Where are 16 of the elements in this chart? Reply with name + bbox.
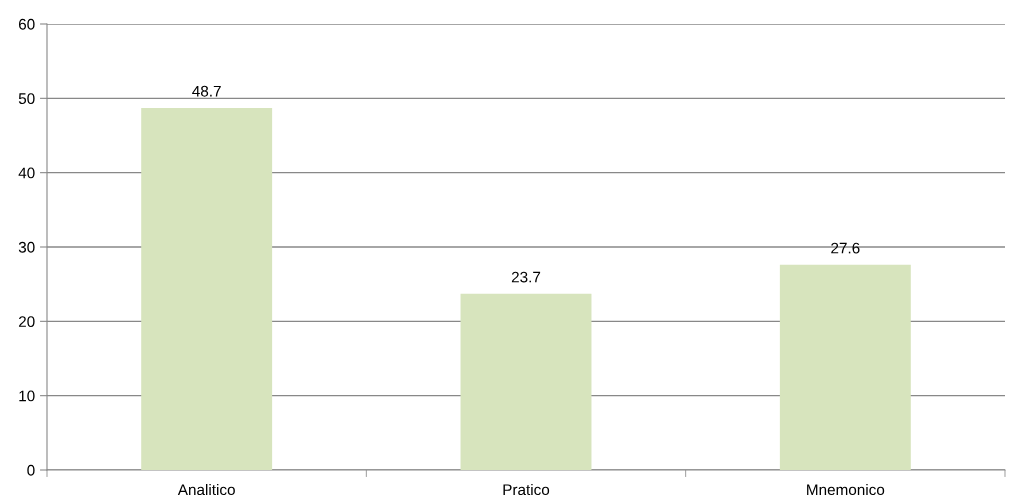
x-tick-label: Analitico: [177, 483, 235, 496]
y-tick-label: 60: [18, 18, 35, 30]
y-tick-label: 50: [18, 93, 35, 105]
y-tick-label: 20: [18, 316, 35, 328]
data-label: 27.6: [831, 242, 860, 254]
bar: [460, 293, 592, 470]
bar: [779, 264, 911, 470]
y-tick-label: 40: [18, 167, 35, 179]
data-label: 23.7: [511, 271, 541, 283]
y-tick-label: 0: [27, 464, 35, 476]
y-tick-label: 30: [18, 241, 35, 253]
y-tick-label: 10: [19, 390, 35, 402]
data-label: 48.7: [192, 85, 221, 97]
x-tick-label: Mnemonico: [807, 483, 885, 496]
bar: [141, 108, 273, 470]
x-tick-label: Pratico: [503, 483, 550, 496]
